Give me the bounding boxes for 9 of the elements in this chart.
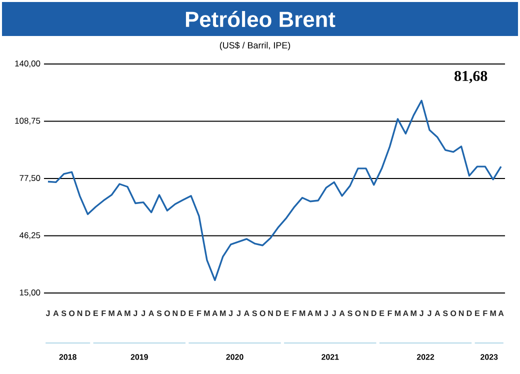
annotation: 81,68: [454, 70, 488, 84]
y-tick-label: 108,75: [15, 118, 40, 125]
y-tick-label: 15,00: [20, 290, 40, 296]
line-series: [47, 100, 502, 282]
chart-subtitle: (US$ / Barril, IPE): [220, 42, 290, 50]
chart-title: Petróleo Brent: [186, 10, 336, 28]
y-tick-label: 140,00: [15, 60, 40, 68]
y-tick-label: 46,25: [19, 232, 40, 240]
y-tick-label: 77,50: [20, 175, 40, 182]
